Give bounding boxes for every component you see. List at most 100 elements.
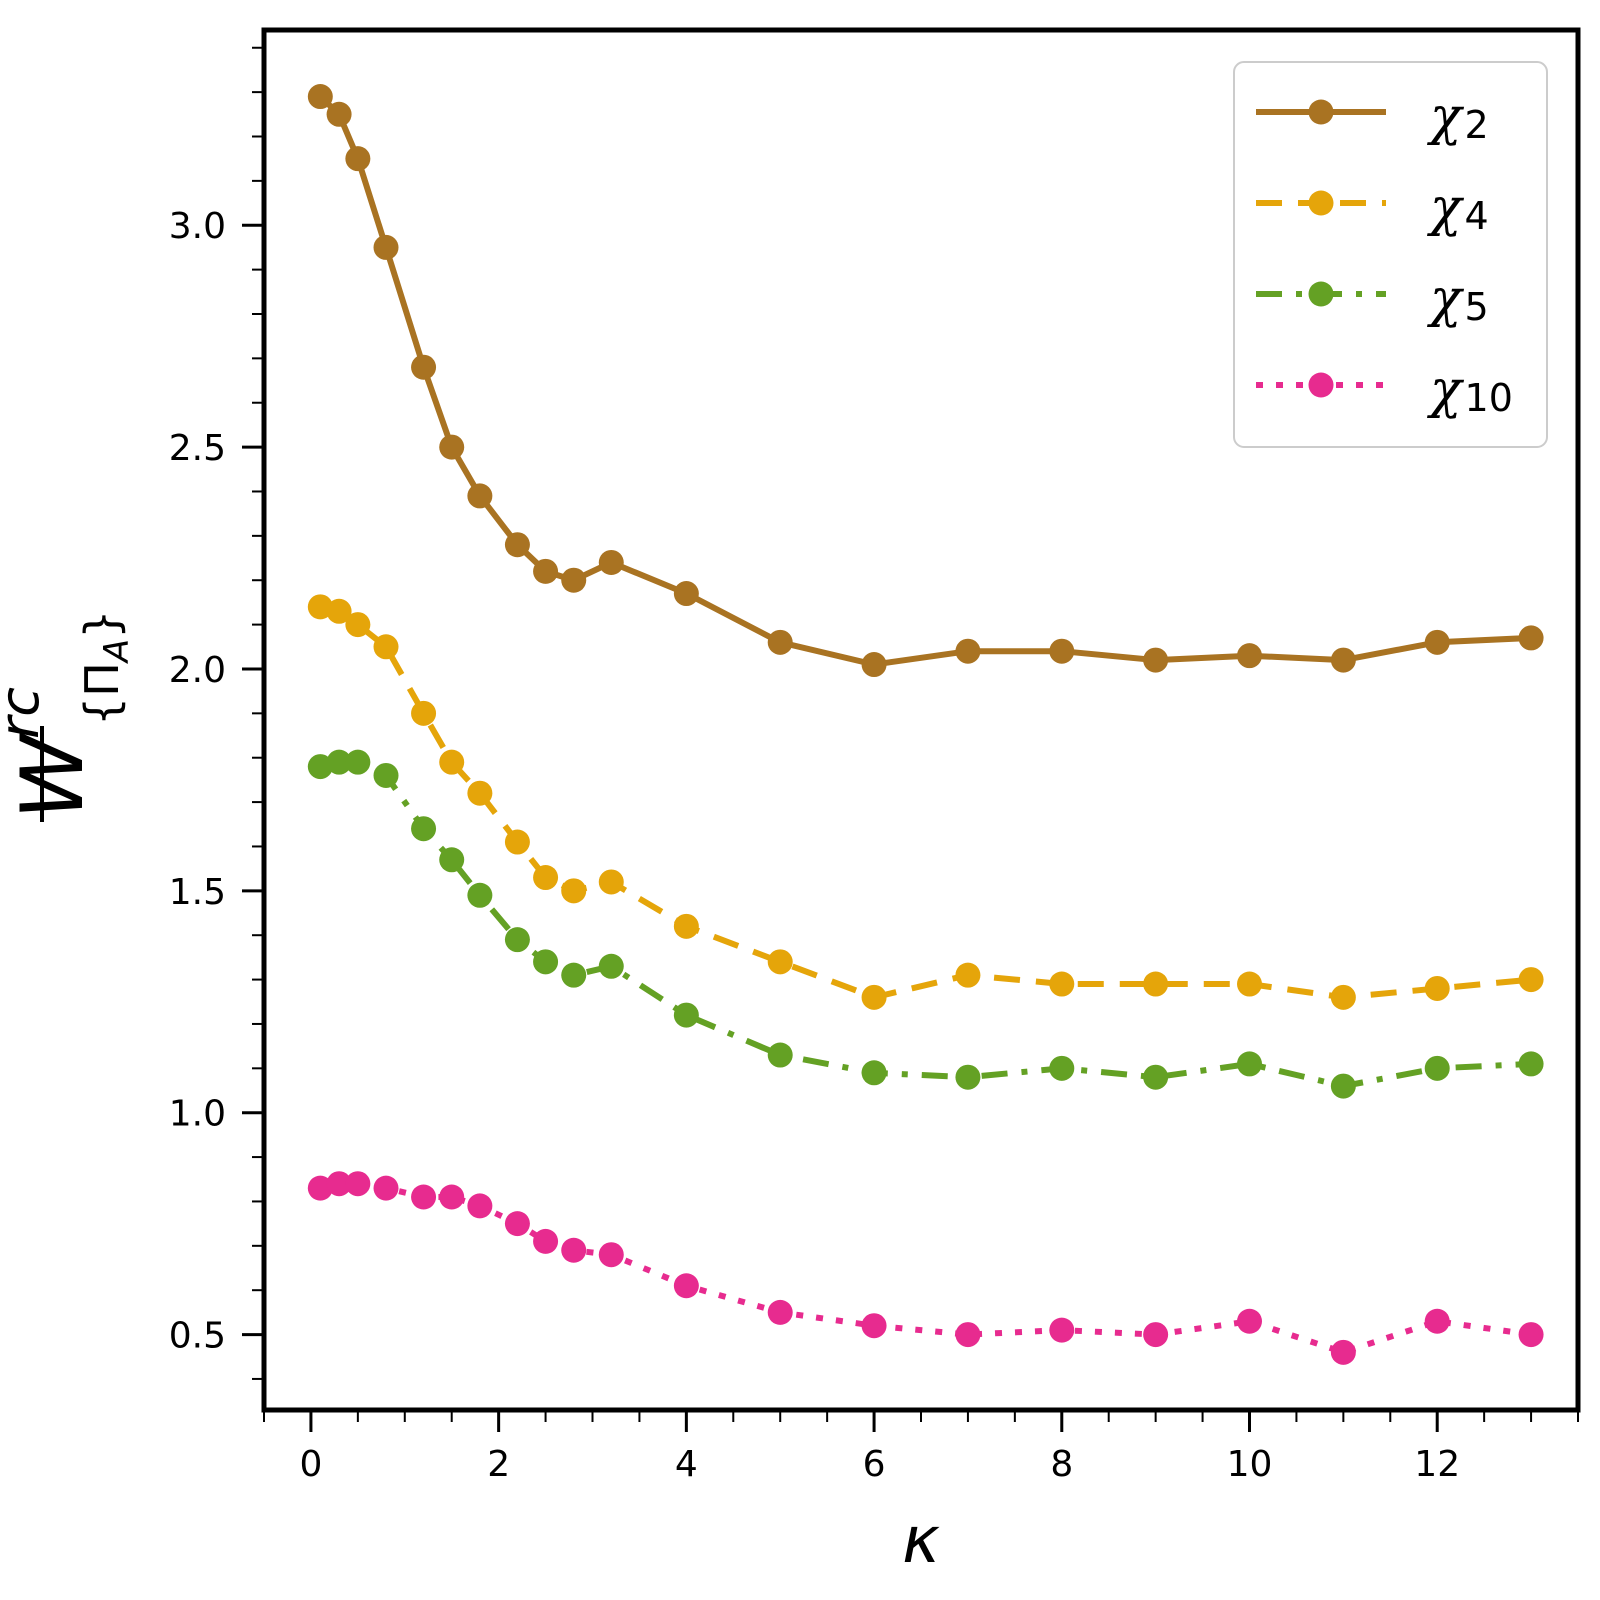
data-point (861, 984, 887, 1010)
data-point (411, 700, 437, 726)
data-point (1330, 1073, 1356, 1099)
series-χ4 (307, 594, 1544, 1010)
data-point (955, 1322, 981, 1348)
legend-entry: χ10 (1256, 360, 1513, 420)
data-point (1143, 647, 1169, 673)
legend-entry: χ2 (1256, 87, 1489, 147)
x-tick-label: 2 (487, 1444, 510, 1485)
svg-text:Wrc{ΠA}: Wrc {ΠA} (0, 610, 137, 820)
data-point (955, 1064, 981, 1090)
data-point (1049, 1317, 1075, 1343)
series-χ5 (307, 749, 1544, 1099)
plot-series (307, 84, 1544, 1365)
y-tick-label: 1.5 (169, 872, 226, 913)
data-point (1049, 971, 1075, 997)
legend-marker (1308, 372, 1334, 398)
data-point (1330, 1339, 1356, 1365)
legend-label: χ4 (1426, 178, 1489, 238)
data-point (467, 780, 493, 806)
data-point (467, 1193, 493, 1219)
data-point (561, 567, 587, 593)
data-point (373, 234, 399, 260)
x-axis: 0 2 4 6 8 10 12 (263, 1410, 1579, 1485)
data-point (533, 949, 559, 975)
legend-marker (1308, 281, 1334, 307)
data-point (767, 949, 793, 975)
data-point (411, 1184, 437, 1210)
data-point (326, 749, 352, 775)
data-point (673, 581, 699, 607)
data-point (373, 634, 399, 660)
x-tick-label: 6 (863, 1444, 886, 1485)
data-point (504, 829, 530, 855)
data-point (533, 558, 559, 584)
data-point (1143, 1064, 1169, 1090)
data-point (673, 1273, 699, 1299)
y-axis-title-subscript-inner: A (97, 639, 137, 664)
data-point (307, 1175, 333, 1201)
data-point (345, 146, 371, 172)
data-point (1424, 1055, 1450, 1081)
data-point (955, 962, 981, 988)
data-point (1143, 1322, 1169, 1348)
data-point (467, 483, 493, 509)
data-point (1237, 1308, 1262, 1334)
legend-frame (1233, 61, 1548, 448)
data-point (1237, 971, 1262, 997)
data-point (598, 1242, 624, 1268)
data-point (307, 754, 333, 780)
legend: χ2 χ4 χ5 χ10 (1233, 61, 1548, 448)
data-point (307, 84, 333, 110)
y-tick-label: 1.0 (169, 1094, 226, 1135)
data-point (1049, 638, 1075, 664)
data-point (533, 865, 559, 891)
data-point (373, 762, 399, 788)
data-point (598, 953, 624, 979)
data-point (861, 652, 887, 678)
data-point (1330, 984, 1356, 1010)
data-point (1518, 967, 1544, 993)
x-tick-label: 0 (299, 1444, 322, 1485)
y-tick-label: 2.0 (169, 650, 226, 691)
data-point (411, 816, 437, 842)
data-point (439, 749, 465, 775)
x-tick-label: 8 (1050, 1444, 1073, 1485)
legend-label: χ10 (1426, 360, 1513, 420)
data-point (345, 612, 371, 638)
legend-label: χ5 (1426, 269, 1489, 329)
data-point (598, 549, 624, 575)
data-point (326, 598, 352, 624)
data-point (1424, 975, 1450, 1001)
data-point (533, 1228, 559, 1254)
data-point (1143, 971, 1169, 997)
data-point (504, 532, 530, 558)
legend-marker (1308, 99, 1334, 125)
x-tick-label: 10 (1227, 1444, 1273, 1485)
legend-entry: χ5 (1256, 269, 1489, 329)
data-point (1237, 643, 1262, 669)
data-point (673, 1002, 699, 1028)
data-point (561, 1237, 587, 1263)
data-point (1518, 1322, 1544, 1348)
y-axis-title: Wrc {ΠA} (0, 610, 137, 822)
data-point (955, 638, 981, 664)
data-point (1330, 647, 1356, 673)
data-point (1424, 1308, 1450, 1334)
data-point (767, 1042, 793, 1068)
data-point (673, 913, 699, 939)
data-point (326, 101, 352, 127)
data-point (767, 1299, 793, 1325)
data-point (439, 434, 465, 460)
legend-label: χ2 (1426, 87, 1489, 147)
data-point (504, 1211, 530, 1237)
y-tick-label: 2.5 (169, 428, 226, 469)
legend-marker (1308, 190, 1334, 216)
data-point (326, 1171, 352, 1197)
data-point (373, 1175, 399, 1201)
data-point (598, 869, 624, 895)
y-axis-title-superscript: rc (0, 687, 51, 739)
series-χ2 (307, 84, 1544, 678)
data-point (1237, 1051, 1262, 1077)
x-tick-label: 4 (675, 1444, 698, 1485)
